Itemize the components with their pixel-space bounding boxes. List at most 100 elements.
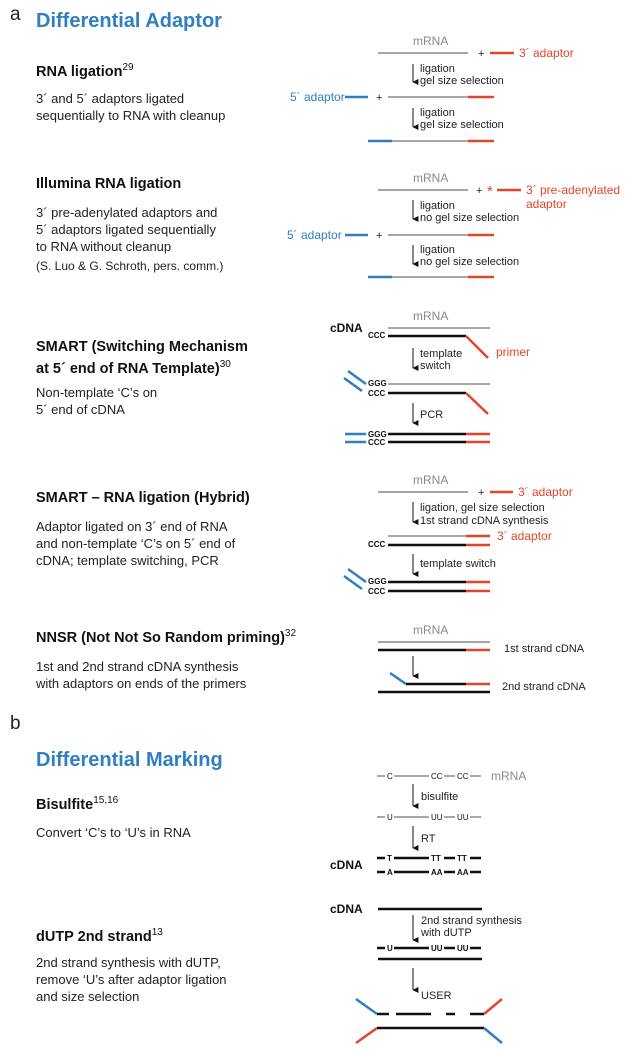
primer-segment bbox=[465, 392, 489, 415]
first-strand-label: 1st strand cDNA bbox=[504, 643, 585, 655]
base-c-label: C bbox=[387, 772, 393, 781]
method-smart-hybrid-title: SMART – RNA ligation (Hybrid) bbox=[36, 490, 250, 506]
base-a-label: A bbox=[387, 868, 393, 877]
three-adaptor-label: 3´ adaptor bbox=[497, 529, 552, 543]
base-u-label: U bbox=[387, 944, 393, 953]
plus-sign: + bbox=[476, 185, 482, 197]
mrna-label: mRNA bbox=[491, 769, 526, 783]
method-smart-hybrid-desc: Adaptor ligated on 3´ end of RNA and non-… bbox=[36, 519, 236, 568]
adaptor-segment bbox=[355, 997, 378, 1016]
base-aa-label: AA bbox=[457, 868, 469, 877]
method-smart-title: SMART (Switching Mechanism at 5´ end of R… bbox=[36, 339, 248, 377]
section-title-differential-marking: Differential Marking bbox=[36, 749, 223, 771]
step-label: with dUTP bbox=[420, 927, 472, 939]
mrna-label: mRNA bbox=[413, 309, 448, 323]
three-adaptor-label: 3´ adaptor bbox=[519, 46, 574, 60]
step-label: bisulfite bbox=[421, 791, 458, 803]
adaptor-segment bbox=[483, 1027, 503, 1044]
method-dutp-desc: 2nd strand synthesis with dUTP, remove ‘U… bbox=[36, 955, 227, 1004]
adaptor-segment bbox=[355, 1026, 378, 1045]
base-cc-label: CC bbox=[457, 772, 469, 781]
plus-sign: + bbox=[376, 230, 382, 242]
step-label: USER bbox=[421, 990, 452, 1002]
step-label: gel size selection bbox=[420, 119, 504, 131]
step-label: 2nd strand synthesis bbox=[421, 915, 522, 927]
mrna-label: mRNA bbox=[413, 473, 448, 487]
step-label: gel size selection bbox=[420, 75, 504, 87]
base-uu-label: UU bbox=[431, 944, 443, 953]
base-uu-label: UU bbox=[457, 813, 469, 822]
template-switch-adaptor bbox=[347, 369, 367, 386]
step-label: ligation bbox=[420, 244, 455, 256]
base-uu-label: UU bbox=[457, 944, 469, 953]
five-adaptor-label: 5´ adaptor bbox=[290, 90, 345, 104]
base-tt-label: TT bbox=[457, 854, 467, 863]
adaptor-segment bbox=[483, 998, 503, 1015]
diagram-rna-ligation: mRNA + 3´ adaptor ligation gel size sele… bbox=[290, 34, 574, 143]
base-tt-label: TT bbox=[431, 854, 441, 863]
three-adaptor-label: 3´ adaptor bbox=[518, 485, 573, 499]
step-label: 1st strand cDNA synthesis bbox=[420, 515, 549, 527]
diagram-smart: mRNA cDNA CCC primer template switch GGG… bbox=[330, 309, 530, 447]
ccc-label: CCC bbox=[368, 540, 386, 549]
ccc-label: CCC bbox=[368, 331, 386, 340]
method-rna-ligation-title: RNA ligation29 bbox=[36, 62, 134, 80]
method-dutp-title: dUTP 2nd strand13 bbox=[36, 927, 163, 945]
ggg-label: GGG bbox=[368, 430, 387, 439]
step-label: ligation, gel size selection bbox=[420, 502, 545, 514]
method-smart-desc: Non-template ‘C’s on 5´ end of cDNA bbox=[36, 385, 158, 417]
step-label: no gel size selection bbox=[420, 256, 519, 268]
base-cc-label: CC bbox=[431, 772, 443, 781]
plus-sign: + bbox=[478, 48, 484, 60]
plus-sign: + bbox=[478, 487, 484, 499]
diagram-smart-hybrid: mRNA + 3´ adaptor ligation, gel size sel… bbox=[343, 473, 573, 596]
three-adaptor-label: adaptor bbox=[526, 197, 567, 211]
cdna-label: cDNA bbox=[330, 858, 363, 872]
mrna-label: mRNA bbox=[413, 623, 448, 637]
diagram-bisulfite: C CC CC mRNA bisulfite U UU UU RT cDNA T… bbox=[330, 769, 526, 877]
diagram-dutp: cDNA 2nd strand synthesis with dUTP U UU… bbox=[330, 902, 522, 1045]
mrna-label: mRNA bbox=[413, 34, 448, 48]
step-label: ligation bbox=[420, 107, 455, 119]
cdna-label: cDNA bbox=[330, 902, 363, 916]
step-label: template bbox=[420, 348, 462, 360]
step-label: template switch bbox=[420, 558, 496, 570]
cdna-label: cDNA bbox=[330, 321, 363, 335]
base-t-label: T bbox=[387, 854, 392, 863]
step-label: RT bbox=[421, 833, 436, 845]
three-adaptor-label: 3´ pre-adenylated bbox=[526, 183, 620, 197]
template-switch-adaptor bbox=[347, 567, 367, 584]
second-strand-label: 2nd strand cDNA bbox=[502, 681, 586, 693]
mrna-label: mRNA bbox=[413, 171, 448, 185]
primer-label: primer bbox=[496, 345, 530, 359]
method-nnsr-desc: 1st and 2nd strand cDNA synthesis with ad… bbox=[36, 659, 247, 691]
ccc-label: CCC bbox=[368, 438, 386, 447]
ggg-label: GGG bbox=[368, 577, 387, 586]
ccc-label: CCC bbox=[368, 587, 386, 596]
method-nnsr-title: NNSR (Not Not So Random priming)32 bbox=[36, 628, 297, 646]
method-bisulfite-desc: Convert ‘C’s to ‘U’s in RNA bbox=[36, 825, 191, 840]
step-label: no gel size selection bbox=[420, 212, 519, 224]
panel-letter-a: a bbox=[10, 4, 21, 25]
adenylation-star-icon: * bbox=[487, 183, 493, 200]
base-u-label: U bbox=[387, 813, 393, 822]
step-label: ligation bbox=[420, 200, 455, 212]
base-uu-label: UU bbox=[431, 813, 443, 822]
method-bisulfite-title: Bisulfite15,16 bbox=[36, 795, 119, 813]
plus-sign: + bbox=[376, 92, 382, 104]
template-switch-adaptor bbox=[343, 574, 363, 591]
step-label: ligation bbox=[420, 63, 455, 75]
method-illumina-desc: 3´ pre-adenylated adaptors and 5´ adaptor… bbox=[36, 205, 224, 273]
diagram-illumina: mRNA + * 3´ pre-adenylated adaptor ligat… bbox=[287, 171, 620, 279]
step-label: switch bbox=[420, 360, 451, 372]
primer-segment bbox=[465, 335, 489, 359]
template-switch-adaptor bbox=[343, 376, 363, 393]
ggg-label: GGG bbox=[368, 379, 387, 388]
method-illumina-title: Illumina RNA ligation bbox=[36, 176, 182, 192]
diagram-nnsr: mRNA 1st strand cDNA 2nd strand cDNA bbox=[378, 623, 586, 694]
section-title-differential-adaptor: Differential Adaptor bbox=[36, 10, 222, 32]
step-label: PCR bbox=[420, 409, 443, 421]
five-adaptor-label: 5´ adaptor bbox=[287, 228, 342, 242]
method-rna-ligation-desc: 3´ and 5´ adaptors ligated sequentially t… bbox=[36, 91, 226, 123]
